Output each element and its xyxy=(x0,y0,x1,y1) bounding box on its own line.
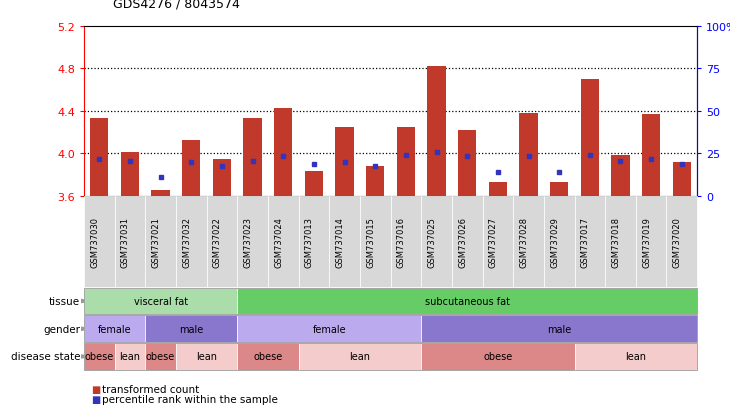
Bar xyxy=(458,131,477,196)
Bar xyxy=(212,159,231,196)
Bar xyxy=(274,108,293,196)
Text: obese: obese xyxy=(253,351,283,362)
Text: GSM737025: GSM737025 xyxy=(428,216,437,267)
Text: transformed count: transformed count xyxy=(102,384,199,394)
Text: GSM737017: GSM737017 xyxy=(581,216,590,267)
Text: female: female xyxy=(312,324,346,334)
Text: GSM737018: GSM737018 xyxy=(612,216,620,267)
Text: GSM737024: GSM737024 xyxy=(274,216,283,267)
Text: GDS4276 / 8043574: GDS4276 / 8043574 xyxy=(113,0,240,10)
Text: obese: obese xyxy=(85,351,114,362)
Polygon shape xyxy=(81,299,94,304)
Bar xyxy=(611,156,630,196)
Text: GSM737029: GSM737029 xyxy=(550,216,559,267)
Bar xyxy=(519,114,538,196)
Bar xyxy=(642,115,661,196)
Bar xyxy=(488,183,507,196)
Text: lean: lean xyxy=(350,351,370,362)
Text: GSM737026: GSM737026 xyxy=(458,216,467,267)
Text: gender: gender xyxy=(43,324,80,334)
Text: ■: ■ xyxy=(91,394,101,404)
Text: tissue: tissue xyxy=(49,296,80,306)
Bar xyxy=(335,127,354,196)
Text: male: male xyxy=(179,324,204,334)
Bar xyxy=(396,127,415,196)
Text: GSM737028: GSM737028 xyxy=(520,216,529,267)
Bar xyxy=(304,172,323,196)
Text: GSM737032: GSM737032 xyxy=(182,216,191,267)
Text: subcutaneous fat: subcutaneous fat xyxy=(425,296,510,306)
Text: GSM737027: GSM737027 xyxy=(489,216,498,267)
Bar xyxy=(90,119,109,196)
Text: GSM737031: GSM737031 xyxy=(121,216,130,267)
Bar xyxy=(243,119,262,196)
Text: GSM737013: GSM737013 xyxy=(305,216,314,267)
Bar xyxy=(120,153,139,196)
Bar xyxy=(672,162,691,196)
Text: GSM737015: GSM737015 xyxy=(366,216,375,267)
Bar xyxy=(182,141,201,196)
Text: GSM737014: GSM737014 xyxy=(336,216,345,267)
Bar xyxy=(151,191,170,196)
Text: GSM737019: GSM737019 xyxy=(642,216,651,267)
Polygon shape xyxy=(81,327,94,331)
Text: GSM737030: GSM737030 xyxy=(91,216,99,267)
Text: lean: lean xyxy=(196,351,217,362)
Polygon shape xyxy=(81,354,94,359)
Text: GSM737023: GSM737023 xyxy=(244,216,253,267)
Text: GSM737021: GSM737021 xyxy=(152,216,161,267)
Bar xyxy=(580,80,599,196)
Text: disease state: disease state xyxy=(11,351,80,362)
Text: ■: ■ xyxy=(91,384,101,394)
Text: lean: lean xyxy=(626,351,646,362)
Text: obese: obese xyxy=(146,351,175,362)
Text: obese: obese xyxy=(483,351,512,362)
Bar xyxy=(550,183,569,196)
Text: GSM737020: GSM737020 xyxy=(673,216,682,267)
Text: female: female xyxy=(98,324,131,334)
Text: percentile rank within the sample: percentile rank within the sample xyxy=(102,394,278,404)
Bar xyxy=(366,166,385,196)
Bar xyxy=(427,67,446,196)
Text: GSM737016: GSM737016 xyxy=(397,216,406,267)
Text: male: male xyxy=(547,324,572,334)
Text: GSM737022: GSM737022 xyxy=(213,216,222,267)
Text: visceral fat: visceral fat xyxy=(134,296,188,306)
Text: lean: lean xyxy=(120,351,140,362)
